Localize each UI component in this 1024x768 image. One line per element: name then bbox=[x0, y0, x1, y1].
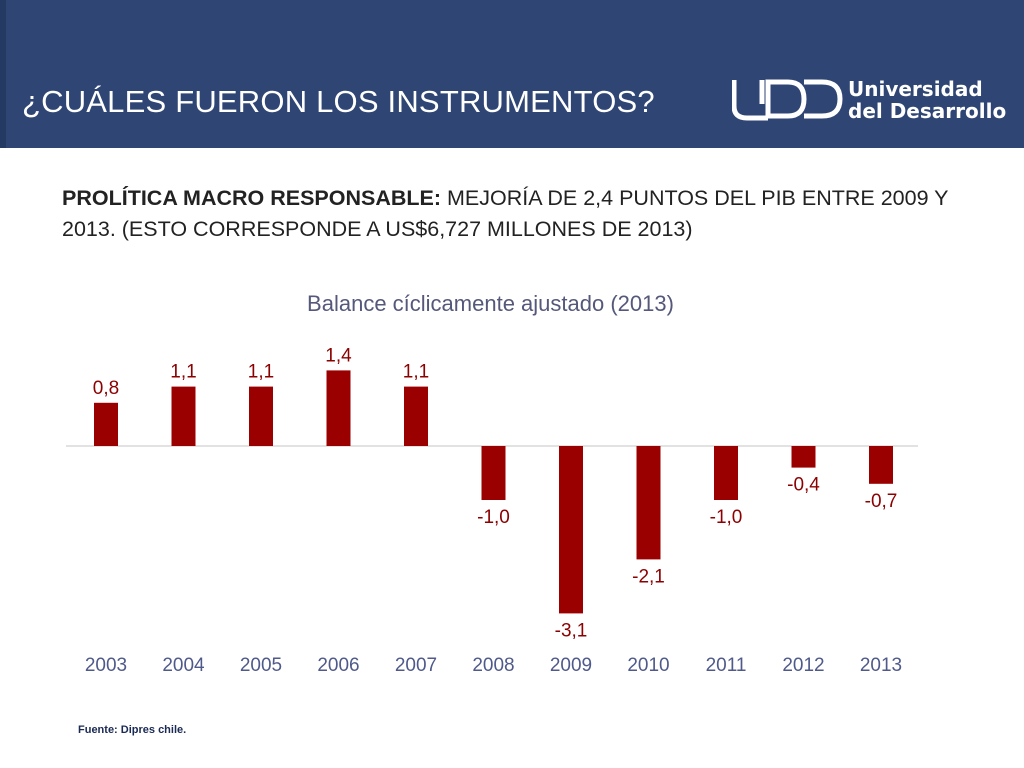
logo-line-1: Universidad bbox=[848, 77, 983, 101]
x-tick-2010: 2010 bbox=[627, 655, 669, 676]
logo-line-2: del Desarrollo bbox=[848, 99, 1007, 123]
bar-2008 bbox=[481, 446, 506, 500]
data-label-2010: -2,1 bbox=[632, 566, 665, 587]
chart-title: Balance cíclicamente ajustado (2013) bbox=[307, 291, 674, 316]
subtitle-text: MEJORÍA DE 2,4 PUNTOS DEL PIB ENTRE 2009… bbox=[62, 186, 949, 241]
bar-2004 bbox=[171, 386, 196, 446]
x-tick-2008: 2008 bbox=[472, 655, 514, 676]
x-tick-2006: 2006 bbox=[317, 655, 359, 676]
university-logo: Universidad del Desarrollo bbox=[732, 78, 1007, 126]
data-label-2013: -0,7 bbox=[865, 491, 898, 512]
x-tick-2012: 2012 bbox=[782, 655, 824, 676]
bar-2012 bbox=[791, 446, 816, 468]
slide-title: ¿CUÁLES FUERON LOS INSTRUMENTOS? bbox=[22, 84, 655, 119]
header-bar: ¿CUÁLES FUERON LOS INSTRUMENTOS? Univers… bbox=[0, 0, 1024, 148]
bar-2007 bbox=[404, 386, 428, 446]
x-tick-2007: 2007 bbox=[395, 655, 437, 676]
header-stripe bbox=[0, 0, 6, 148]
bar-2011 bbox=[714, 446, 738, 500]
udd-logo-mark bbox=[732, 79, 843, 121]
data-label-2007: 1,1 bbox=[403, 362, 429, 383]
data-label-2006: 1,4 bbox=[325, 345, 352, 366]
bar-2006 bbox=[326, 370, 351, 446]
x-tick-2003: 2003 bbox=[85, 655, 127, 676]
bar-2010 bbox=[636, 446, 661, 560]
bar-2005 bbox=[249, 386, 273, 446]
data-label-2008: -1,0 bbox=[477, 507, 510, 528]
subtitle-bold: PROLÍTICA MACRO RESPONSABLE: bbox=[62, 186, 442, 210]
data-label-2005: 1,1 bbox=[248, 362, 274, 383]
x-tick-2004: 2004 bbox=[162, 655, 205, 676]
data-label-2011: -1,0 bbox=[710, 507, 743, 528]
bar-2003 bbox=[94, 402, 118, 446]
bar-chart: 0,8 2003 1,1 2004 1,1 2005 1,4 2006 1,1 2007 -1,0 2… bbox=[66, 345, 918, 676]
x-tick-2013: 2013 bbox=[860, 655, 902, 676]
x-tick-2009: 2009 bbox=[550, 655, 592, 676]
x-tick-2011: 2011 bbox=[706, 655, 747, 676]
university-logo-text: Universidad del Desarrollo bbox=[848, 78, 1006, 122]
data-label-2004: 1,1 bbox=[170, 362, 196, 383]
source-note: Fuente: Dipres chile. bbox=[78, 724, 187, 736]
data-label-2012: -0,4 bbox=[787, 475, 820, 496]
bar-2013 bbox=[869, 446, 893, 484]
slide-subtitle: PROLÍTICA MACRO RESPONSABLE: MEJORÍA DE … bbox=[62, 183, 962, 245]
bar-2009 bbox=[559, 446, 583, 614]
data-label-2003: 0,8 bbox=[93, 378, 119, 399]
x-tick-2005: 2005 bbox=[240, 655, 282, 676]
data-label-2009: -3,1 bbox=[555, 620, 588, 641]
